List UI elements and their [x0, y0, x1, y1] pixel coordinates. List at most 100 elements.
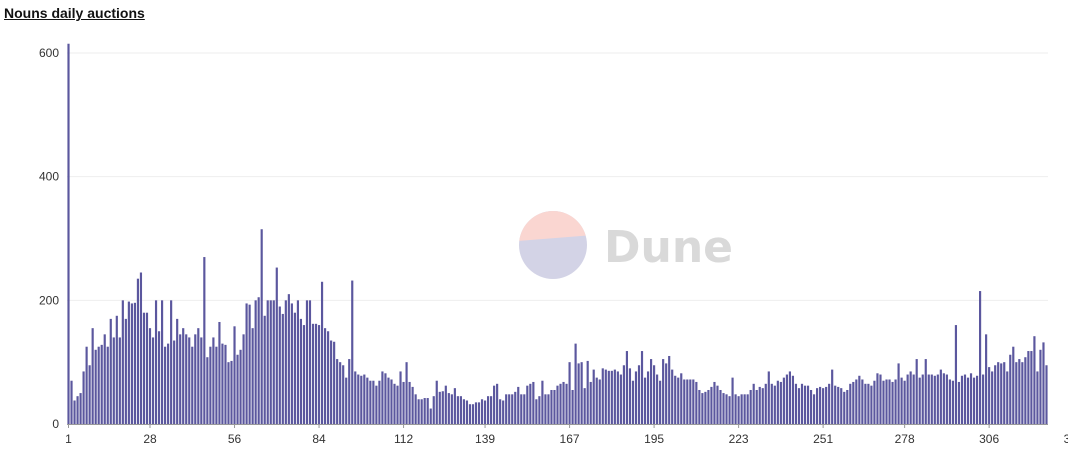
bar [933, 375, 936, 424]
bar [70, 380, 73, 424]
x-axis-labels: 1 28 56 84 112 139 167 195 223 251 278 306 334 [65, 424, 1068, 446]
bar [532, 381, 535, 424]
bar [619, 374, 622, 424]
bar [423, 398, 426, 424]
bar [568, 362, 571, 424]
bar [535, 399, 538, 424]
bar [556, 385, 559, 424]
bar [695, 381, 698, 424]
bar [885, 379, 888, 424]
bar [517, 386, 520, 424]
bar [1006, 371, 1009, 424]
bar [245, 303, 248, 424]
bar [828, 383, 831, 424]
x-tick-label: 195 [644, 432, 664, 446]
bar [819, 386, 822, 424]
bar [1036, 371, 1039, 424]
bar [170, 300, 173, 424]
bar [888, 379, 891, 424]
bar [975, 375, 979, 424]
bar [505, 394, 508, 424]
bar [779, 381, 782, 424]
bar [1018, 359, 1021, 424]
bar [311, 323, 315, 424]
bar [806, 385, 810, 424]
bar [979, 291, 982, 424]
bar [728, 396, 731, 424]
bar [130, 303, 133, 424]
bar [194, 334, 197, 424]
bar [468, 404, 472, 424]
bar [76, 396, 79, 424]
bar [354, 371, 357, 424]
bar [272, 300, 275, 424]
bar [164, 346, 167, 424]
bar [963, 374, 967, 424]
bar [511, 394, 514, 424]
bar [665, 363, 668, 424]
bar [121, 300, 124, 424]
bar [553, 389, 556, 424]
bar [151, 337, 155, 424]
bar [486, 396, 490, 424]
bar [281, 313, 284, 424]
bar [731, 377, 734, 425]
bar [115, 315, 118, 424]
bar [317, 325, 321, 424]
bar [640, 351, 644, 424]
bar [698, 389, 701, 424]
bar [254, 300, 257, 424]
bar [148, 328, 152, 424]
bar [595, 377, 598, 425]
bar [994, 365, 997, 424]
bar [951, 380, 954, 424]
bar [1042, 342, 1045, 424]
bar [960, 375, 964, 424]
bar [547, 394, 550, 424]
bar [182, 328, 185, 424]
bar [662, 359, 665, 424]
bar [209, 346, 212, 424]
bar [704, 391, 707, 424]
bar [342, 365, 345, 424]
bar [791, 375, 795, 424]
bar [915, 359, 918, 424]
bar [988, 367, 991, 424]
bar [939, 369, 942, 424]
bar [305, 300, 309, 424]
bar [118, 337, 121, 424]
bar [127, 301, 130, 424]
bar [1033, 336, 1036, 424]
bar [680, 373, 683, 424]
bar [942, 373, 945, 424]
x-tick-label: 306 [979, 432, 999, 446]
bar [266, 300, 269, 424]
bar [387, 377, 390, 425]
bar [858, 375, 861, 424]
bar [879, 374, 882, 424]
bar [957, 381, 961, 424]
bar [689, 379, 692, 424]
bar [154, 300, 158, 424]
bar [372, 380, 375, 424]
bar [290, 303, 293, 424]
bar [794, 383, 798, 424]
bar [800, 383, 804, 424]
bar [894, 379, 897, 424]
bar [589, 381, 592, 424]
bar [462, 399, 466, 424]
bar [224, 344, 227, 424]
bar [399, 371, 402, 424]
bar [538, 396, 541, 424]
x-tick-label: 28 [143, 432, 157, 446]
bar [900, 377, 903, 425]
bar [852, 381, 855, 424]
chart-title[interactable]: Nouns daily auctions [4, 5, 145, 21]
bar [1012, 346, 1015, 424]
bar [91, 328, 94, 424]
bar [686, 379, 689, 424]
bar [330, 340, 333, 424]
x-tick-label: 56 [228, 432, 242, 446]
bar [230, 360, 233, 424]
bar [296, 300, 299, 424]
